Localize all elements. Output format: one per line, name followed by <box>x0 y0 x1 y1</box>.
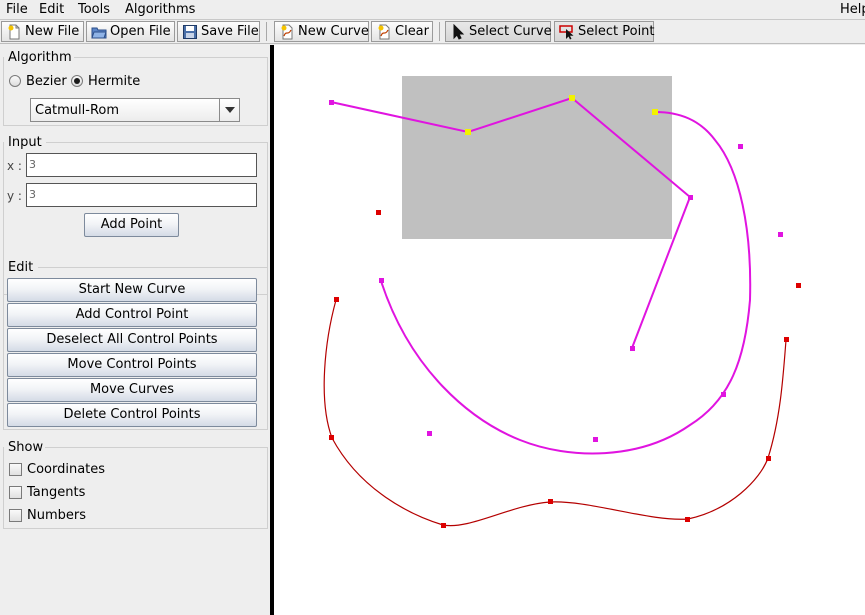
new-curve-icon <box>281 24 293 40</box>
move-curves-button[interactable]: Move Curves <box>7 378 257 402</box>
select-point-button[interactable]: Select Point <box>554 21 655 42</box>
select-curve-button[interactable]: Select Curve <box>445 21 552 42</box>
catmull-rom-curve[interactable] <box>380 111 752 455</box>
drawing-canvas[interactable] <box>274 45 865 615</box>
hermite-radio[interactable] <box>71 75 83 87</box>
control-point[interactable] <box>630 346 635 351</box>
algorithm-group-title: Algorithm <box>4 50 74 65</box>
menu-file[interactable]: File <box>6 2 28 17</box>
menu-bar: File Edit Tools Algorithms Help <box>0 0 865 20</box>
control-point[interactable] <box>738 144 743 149</box>
control-point[interactable] <box>784 337 789 342</box>
new-file-label: New File <box>25 24 80 39</box>
floppy-disk-icon <box>183 25 197 39</box>
x-label: x : <box>7 159 22 173</box>
save-file-button[interactable]: Save File <box>177 21 260 42</box>
control-point[interactable] <box>376 210 381 215</box>
control-point[interactable] <box>688 195 693 200</box>
control-point[interactable] <box>796 283 801 288</box>
selection-rectangle <box>402 76 672 239</box>
start-new-curve-button[interactable]: Start New Curve <box>7 278 257 302</box>
select-point-icon <box>559 25 574 40</box>
control-point[interactable] <box>593 437 598 442</box>
y-label: y : <box>7 189 22 203</box>
numbers-checkbox[interactable] <box>9 509 22 522</box>
menu-tools[interactable]: Tools <box>78 2 110 17</box>
open-folder-icon <box>91 27 107 39</box>
clear-label: Clear <box>395 24 429 39</box>
menu-edit-label: Edit <box>39 2 65 17</box>
bezier-radio[interactable] <box>9 75 21 87</box>
new-curve-button[interactable]: New Curve <box>274 21 369 42</box>
selected-control-point[interactable] <box>465 129 471 135</box>
clear-button[interactable]: Clear <box>371 21 433 42</box>
new-file-icon <box>8 24 20 40</box>
chevron-down-icon[interactable] <box>219 99 239 121</box>
clear-icon <box>378 24 390 40</box>
tangents-checkbox[interactable] <box>9 486 22 499</box>
tangents-label: Tangents <box>27 485 86 500</box>
control-point[interactable] <box>721 392 726 397</box>
new-file-button[interactable]: New File <box>1 21 84 42</box>
y-input[interactable]: 3 <box>26 183 257 207</box>
coordinates-label: Coordinates <box>27 462 106 477</box>
menu-tools-label: Tools <box>78 2 111 17</box>
deselect-all-button[interactable]: Deselect All Control Points <box>7 328 257 352</box>
menu-help[interactable]: Help <box>840 2 865 17</box>
control-point[interactable] <box>441 523 446 528</box>
toolbar: New File Open File Save File New Curve C… <box>0 20 865 44</box>
bezier-label: Bezier <box>26 74 67 89</box>
selected-control-point[interactable] <box>652 109 658 115</box>
control-point[interactable] <box>329 100 334 105</box>
coordinates-checkbox[interactable] <box>9 463 22 476</box>
selected-control-point[interactable] <box>569 95 575 101</box>
new-curve-label: New Curve <box>298 24 369 39</box>
input-group-title: Input <box>4 135 44 150</box>
control-point[interactable] <box>685 517 690 522</box>
menu-algorithms-label: Algorithms <box>125 2 196 17</box>
add-control-point-button[interactable]: Add Control Point <box>7 303 257 327</box>
save-file-label: Save File <box>201 24 259 39</box>
control-point[interactable] <box>379 278 384 283</box>
menu-file-label: File <box>6 2 28 17</box>
toolbar-separator-2 <box>439 22 440 41</box>
open-file-label: Open File <box>110 24 171 39</box>
control-point[interactable] <box>334 297 339 302</box>
numbers-label: Numbers <box>27 508 86 523</box>
control-point[interactable] <box>548 499 553 504</box>
red-curve[interactable] <box>323 299 787 527</box>
control-panel: Algorithm Bezier Hermite Catmull-Rom Inp… <box>0 45 270 615</box>
panel-divider[interactable] <box>270 45 274 615</box>
show-group-title: Show <box>4 440 46 455</box>
control-point[interactable] <box>427 431 432 436</box>
select-curve-label: Select Curve <box>469 24 552 39</box>
menu-algorithms[interactable]: Algorithms <box>125 2 195 17</box>
menu-edit[interactable]: Edit <box>39 2 64 17</box>
arrow-pointer-icon <box>453 24 465 40</box>
algorithm-type-value: Catmull-Rom <box>35 103 120 118</box>
control-point[interactable] <box>766 456 771 461</box>
hermite-label: Hermite <box>88 74 141 89</box>
canvas-svg[interactable] <box>274 45 865 615</box>
menu-help-label: Help <box>840 2 865 17</box>
open-file-button[interactable]: Open File <box>86 21 175 42</box>
select-point-label: Select Point <box>578 24 655 39</box>
move-control-points-button[interactable]: Move Control Points <box>7 353 257 377</box>
control-point[interactable] <box>778 232 783 237</box>
algorithm-type-select[interactable]: Catmull-Rom <box>30 98 240 122</box>
edit-group-title: Edit <box>4 260 36 275</box>
x-input[interactable]: 3 <box>26 153 257 177</box>
toolbar-separator <box>266 22 267 41</box>
add-point-button[interactable]: Add Point <box>84 213 179 237</box>
control-point[interactable] <box>329 435 334 440</box>
delete-control-points-button[interactable]: Delete Control Points <box>7 403 257 427</box>
